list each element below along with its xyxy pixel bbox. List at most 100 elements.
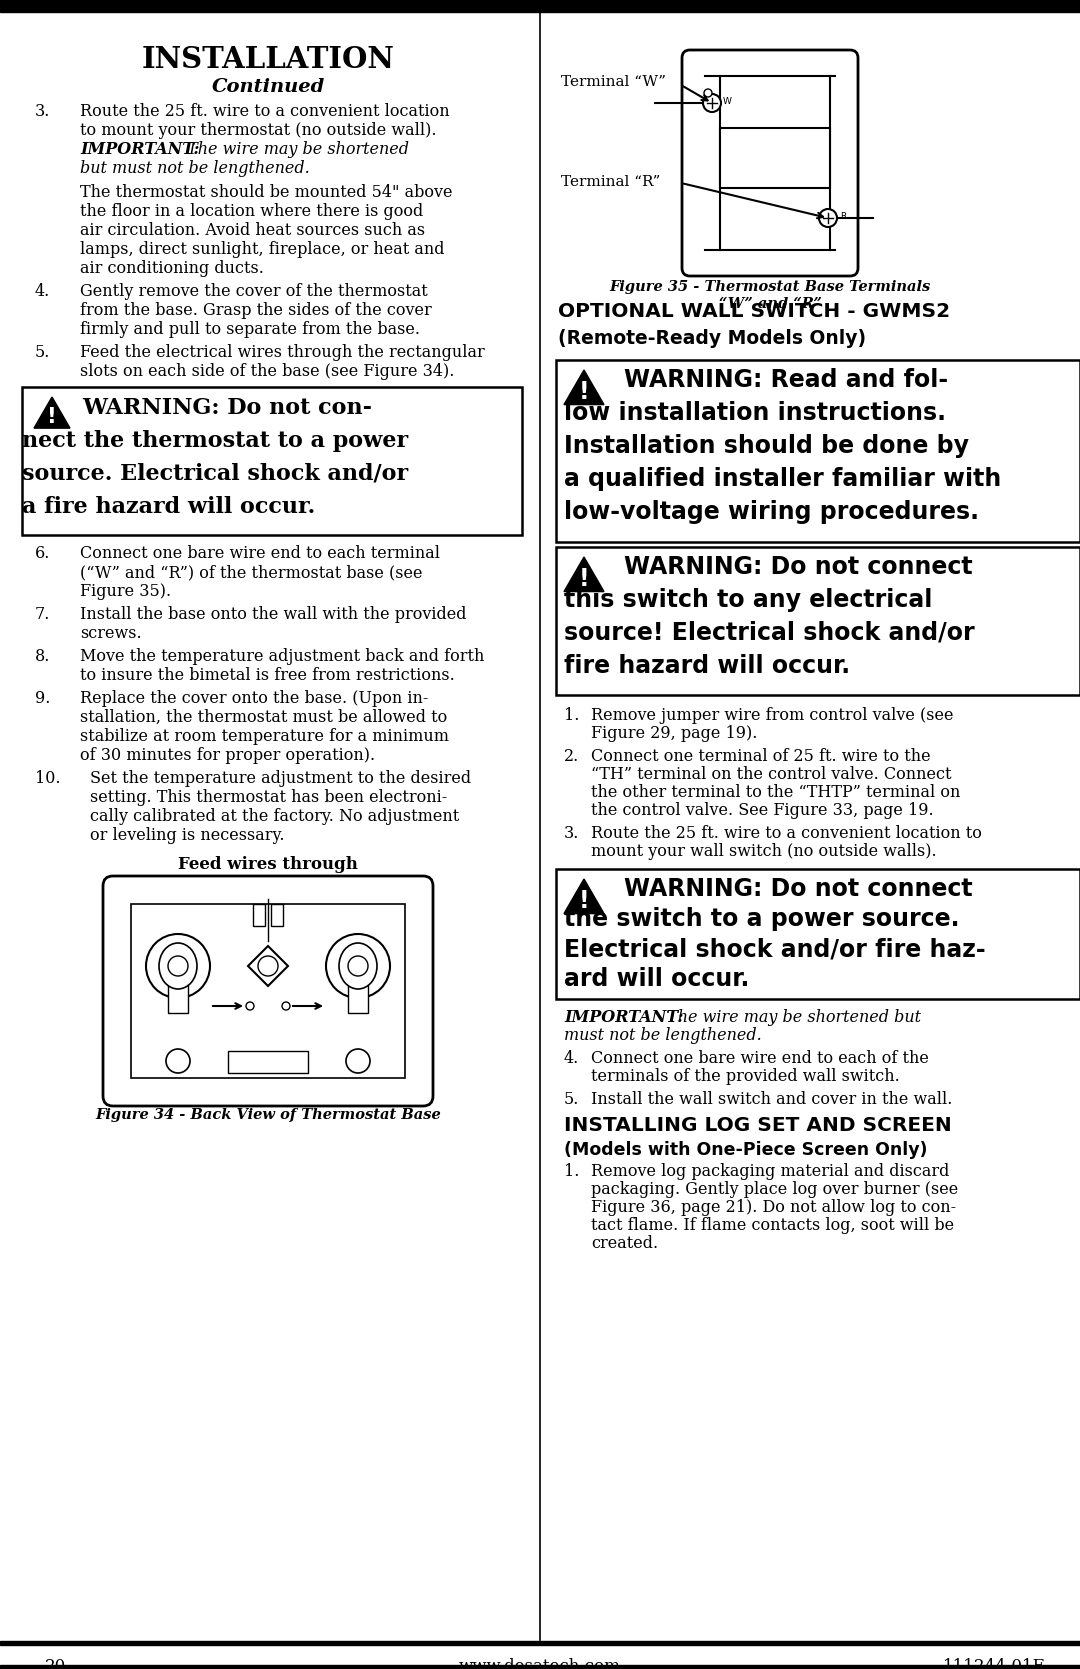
Text: 3.: 3. [35, 103, 51, 120]
Text: packaging. Gently place log over burner (see: packaging. Gently place log over burner … [591, 1182, 958, 1198]
Text: must not be lengthened.: must not be lengthened. [564, 1026, 761, 1045]
Text: The wire may be shortened but: The wire may be shortened but [662, 1010, 921, 1026]
Text: to mount your thermostat (no outside wall).: to mount your thermostat (no outside wal… [80, 122, 436, 139]
Text: Connect one bare wire end to each terminal: Connect one bare wire end to each termin… [80, 546, 440, 562]
Circle shape [282, 1001, 291, 1010]
Text: rectangular slots: rectangular slots [188, 876, 348, 893]
Text: 7.: 7. [35, 606, 51, 623]
Circle shape [704, 88, 712, 97]
Bar [228, 1051, 308, 1073]
Text: created.: created. [591, 1235, 658, 1252]
Text: the floor in a location where there is good: the floor in a location where there is g… [80, 204, 423, 220]
Text: Set the temperature adjustment to the desired: Set the temperature adjustment to the de… [90, 769, 471, 788]
Text: tact flame. If flame contacts log, soot will be: tact flame. If flame contacts log, soot … [591, 1217, 954, 1233]
Text: W: W [723, 97, 732, 107]
Text: a qualified installer familiar with: a qualified installer familiar with [564, 467, 1001, 491]
Polygon shape [248, 946, 288, 986]
Text: 1.: 1. [564, 708, 579, 724]
Text: 5.: 5. [564, 1092, 579, 1108]
Text: air circulation. Avoid heat sources such as: air circulation. Avoid heat sources such… [80, 222, 426, 239]
Text: (Models with One-Piece Screen Only): (Models with One-Piece Screen Only) [564, 1142, 928, 1158]
Bar [0, 1641, 1080, 1646]
Text: a fire hazard will occur.: a fire hazard will occur. [22, 496, 315, 517]
Text: !: ! [579, 381, 590, 404]
Circle shape [346, 1050, 370, 1073]
Text: Connect one bare wire end to each of the: Connect one bare wire end to each of the [591, 1050, 929, 1066]
Text: Feed wires through: Feed wires through [178, 856, 357, 873]
Text: the other terminal to the “THTP” terminal on: the other terminal to the “THTP” termina… [591, 784, 960, 801]
Text: Gently remove the cover of the thermostat: Gently remove the cover of the thermosta… [80, 284, 428, 300]
Text: www.desatech.com: www.desatech.com [459, 1657, 621, 1669]
Bar [168, 983, 188, 1013]
Text: 3.: 3. [564, 824, 579, 841]
Text: the switch to a power source.: the switch to a power source. [564, 906, 959, 931]
Text: Route the 25 ft. wire to a convenient location: Route the 25 ft. wire to a convenient lo… [80, 103, 449, 120]
Text: INSTALLING LOG SET AND SCREEN: INSTALLING LOG SET AND SCREEN [564, 1117, 951, 1135]
Text: Continued: Continued [212, 78, 325, 97]
Circle shape [348, 956, 368, 976]
Circle shape [819, 209, 837, 227]
Text: OPTIONAL WALL SWITCH - GWMS2: OPTIONAL WALL SWITCH - GWMS2 [558, 302, 950, 320]
Text: 4.: 4. [35, 284, 51, 300]
Bar [271, 905, 283, 926]
Text: stallation, the thermostat must be allowed to: stallation, the thermostat must be allow… [80, 709, 447, 726]
Circle shape [166, 1050, 190, 1073]
Text: The thermostat should be mounted 54" above: The thermostat should be mounted 54" abo… [80, 184, 453, 200]
Text: 4.: 4. [564, 1050, 579, 1066]
Text: 9.: 9. [35, 689, 51, 708]
Text: !: ! [579, 567, 590, 591]
Text: Remove log packaging material and discard: Remove log packaging material and discar… [591, 1163, 949, 1180]
Circle shape [168, 956, 188, 976]
Polygon shape [564, 371, 604, 404]
Circle shape [258, 956, 278, 976]
Polygon shape [564, 880, 604, 913]
Text: source! Electrical shock and/or: source! Electrical shock and/or [564, 621, 974, 644]
Text: Figure 35).: Figure 35). [80, 582, 171, 599]
Text: Figure 36, page 21). Do not allow log to con-: Figure 36, page 21). Do not allow log to… [591, 1198, 956, 1217]
Text: 1.: 1. [564, 1163, 579, 1180]
Text: 111244-01F: 111244-01F [943, 1657, 1045, 1669]
Bar [348, 983, 368, 1013]
Text: (“W” and “R”) of the thermostat base (see: (“W” and “R”) of the thermostat base (se… [80, 564, 422, 581]
Text: 5.: 5. [35, 344, 51, 361]
Text: Connect one terminal of 25 ft. wire to the: Connect one terminal of 25 ft. wire to t… [591, 748, 931, 764]
Bar [556, 870, 1080, 1000]
Text: screws.: screws. [80, 624, 141, 643]
FancyBboxPatch shape [681, 50, 858, 275]
Text: Feed the electrical wires through the rectangular: Feed the electrical wires through the re… [80, 344, 485, 361]
Text: Figure 35 - Thermostat Base Terminals: Figure 35 - Thermostat Base Terminals [609, 280, 931, 294]
Text: terminals of the provided wall switch.: terminals of the provided wall switch. [591, 1068, 900, 1085]
Bar [556, 361, 1080, 542]
Text: Figure 34 - Back View of Thermostat Base: Figure 34 - Back View of Thermostat Base [95, 1108, 441, 1122]
Circle shape [326, 935, 390, 998]
Text: nect the thermostat to a power: nect the thermostat to a power [22, 431, 408, 452]
Text: IMPORTANT:: IMPORTANT: [80, 140, 200, 159]
Text: R: R [840, 212, 847, 220]
Text: lamps, direct sunlight, fireplace, or heat and: lamps, direct sunlight, fireplace, or he… [80, 240, 445, 259]
Text: 6.: 6. [35, 546, 51, 562]
Bar [556, 547, 1080, 694]
Text: “TH” terminal on the control valve. Connect: “TH” terminal on the control valve. Conn… [591, 766, 951, 783]
Text: air conditioning ducts.: air conditioning ducts. [80, 260, 264, 277]
Text: Terminal “W”: Terminal “W” [561, 75, 666, 88]
Text: to insure the bimetal is free from restrictions.: to insure the bimetal is free from restr… [80, 668, 455, 684]
Text: INSTALLATION: INSTALLATION [141, 45, 394, 73]
Text: “W” and “R”: “W” and “R” [718, 297, 822, 310]
Ellipse shape [339, 943, 377, 990]
Text: 10.: 10. [35, 769, 60, 788]
Text: Install the wall switch and cover in the wall.: Install the wall switch and cover in the… [591, 1092, 953, 1108]
Text: this switch to any electrical: this switch to any electrical [564, 587, 932, 613]
Text: Route the 25 ft. wire to a convenient location to: Route the 25 ft. wire to a convenient lo… [591, 824, 982, 841]
Bar [253, 905, 265, 926]
Text: Move the temperature adjustment back and forth: Move the temperature adjustment back and… [80, 648, 484, 664]
Text: low installation instructions.: low installation instructions. [564, 401, 946, 426]
Bar [0, 0, 1080, 12]
Text: mount your wall switch (no outside walls).: mount your wall switch (no outside walls… [591, 843, 936, 860]
Text: the control valve. See Figure 33, page 19.: the control valve. See Figure 33, page 1… [591, 803, 933, 819]
Text: !: ! [48, 407, 57, 427]
Text: !: ! [579, 890, 590, 913]
Text: cally calibrated at the factory. No adjustment: cally calibrated at the factory. No adju… [90, 808, 459, 824]
Bar [131, 905, 405, 1078]
Text: The wire may be shortened: The wire may be shortened [183, 140, 409, 159]
Text: Remove jumper wire from control valve (see: Remove jumper wire from control valve (s… [591, 708, 954, 724]
